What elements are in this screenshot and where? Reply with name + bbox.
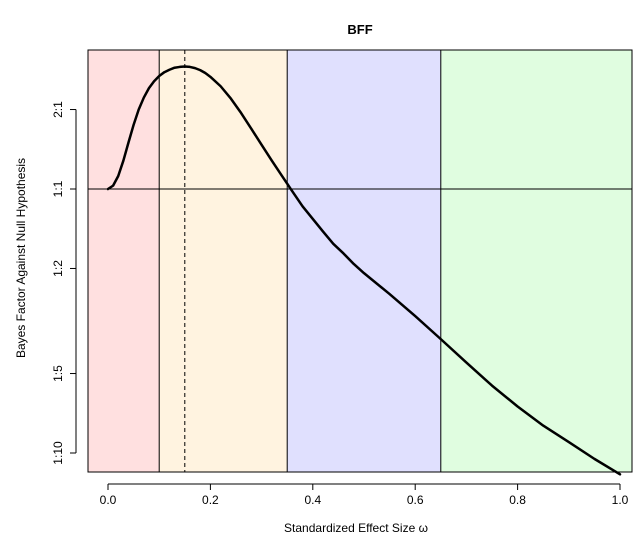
region-band-2	[287, 50, 441, 472]
chart-title: BFF	[347, 22, 372, 37]
x-tick-label-3: 0.6	[407, 493, 424, 507]
y-tick-label-1: 1:1	[51, 180, 65, 197]
x-tick-label-5: 1.0	[612, 493, 629, 507]
y-tick-label-4: 1:10	[51, 441, 65, 465]
bayes-factor-curve	[106, 65, 622, 476]
plot-border	[87, 49, 633, 473]
y-tick-label-3: 1:5	[51, 365, 65, 382]
x-axis: 0.0 0.2 0.4 0.6 0.8 1.0	[100, 483, 629, 507]
y-axis: 2:1 1:1 1:2 1:5 1:10	[51, 101, 77, 465]
region-band-3	[440, 50, 632, 472]
y-axis-label: Bayes Factor Against Null Hypothesis	[14, 158, 28, 358]
y-tick-label-2: 1:2	[51, 260, 65, 277]
x-tick-label-1: 0.2	[202, 493, 219, 507]
region-band-1	[159, 50, 288, 472]
x-tick-label-0: 0.0	[100, 493, 117, 507]
y-tick-label-0: 2:1	[51, 101, 65, 118]
x-tick-label-2: 0.4	[304, 493, 321, 507]
region-boundaries	[158, 50, 442, 472]
region-band-0	[88, 50, 160, 472]
region-bands	[88, 50, 632, 472]
x-axis-label: Standardized Effect Size ω	[284, 521, 428, 535]
x-tick-label-4: 0.8	[509, 493, 526, 507]
